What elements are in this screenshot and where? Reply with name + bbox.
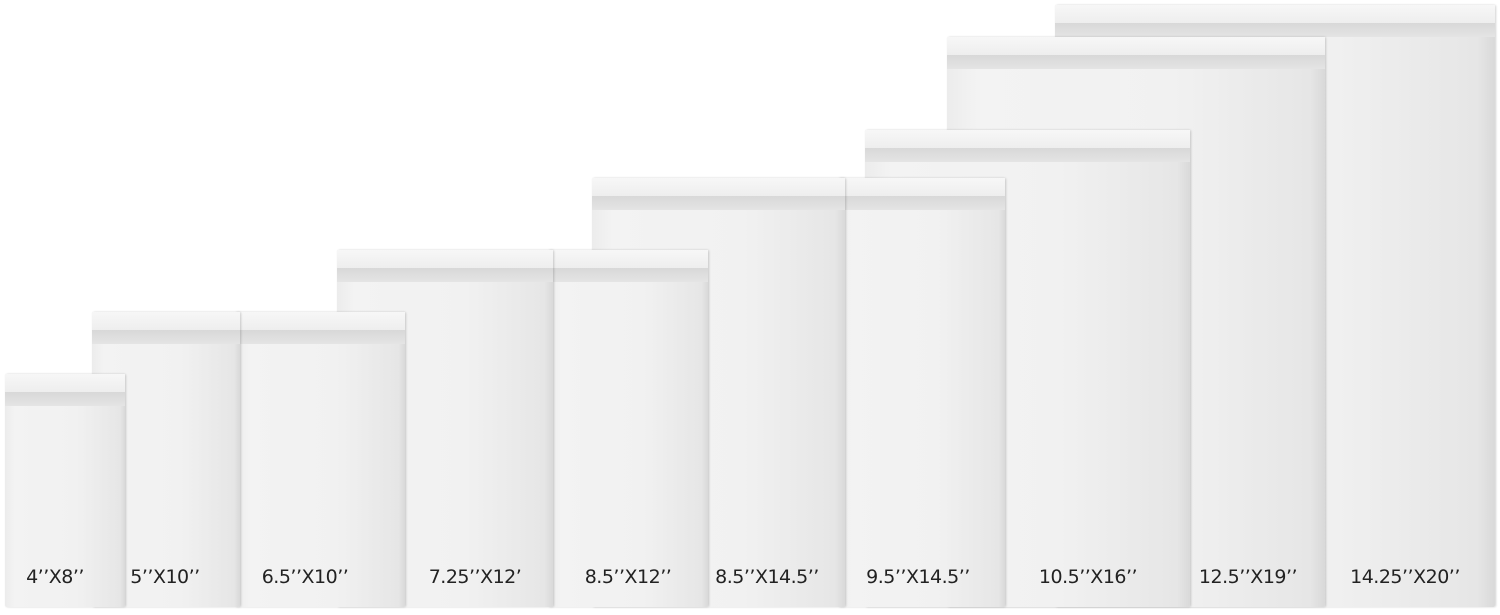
adhesive-strip [1055, 23, 1495, 37]
adhesive-strip [865, 148, 1190, 162]
mailer-flap [548, 250, 708, 269]
size-label: 5’’X10’’ [130, 566, 200, 588]
size-label: 4’’X8’’ [26, 566, 84, 588]
size-label: 7.25’’X12’ [428, 566, 522, 588]
adhesive-strip [5, 392, 125, 406]
bubble-mailer [5, 374, 125, 607]
adhesive-strip [92, 330, 240, 344]
mailer-flap [947, 37, 1325, 56]
mailer-flap [865, 130, 1190, 149]
mailer-flap [235, 312, 405, 331]
size-label: 12.5’’X19’’ [1198, 566, 1298, 588]
adhesive-strip [235, 330, 405, 344]
size-label: 9.5’’X14.5’’ [866, 566, 970, 588]
adhesive-strip [947, 55, 1325, 69]
mailer-flap [337, 250, 553, 269]
adhesive-strip [337, 268, 553, 282]
adhesive-strip [838, 196, 1005, 210]
size-label: 8.5’’X14.5’’ [715, 566, 819, 588]
size-label: 10.5’’X16’’ [1038, 566, 1138, 588]
bubble-mailer [92, 312, 240, 607]
mailer-flap [92, 312, 240, 331]
mailer-flap [1055, 5, 1495, 24]
bubble-mailer [235, 312, 405, 607]
size-label: 6.5’’X10’’ [261, 566, 349, 588]
bubble-mailer [838, 178, 1005, 607]
size-label: 14.25’’X20’’ [1350, 566, 1460, 588]
adhesive-strip [548, 268, 708, 282]
mailer-flap [838, 178, 1005, 197]
mailer-flap [592, 178, 845, 197]
bubble-mailer [548, 250, 708, 607]
mailer-flap [5, 374, 125, 393]
size-label: 8.5’’X12’’ [584, 566, 672, 588]
adhesive-strip [592, 196, 845, 210]
